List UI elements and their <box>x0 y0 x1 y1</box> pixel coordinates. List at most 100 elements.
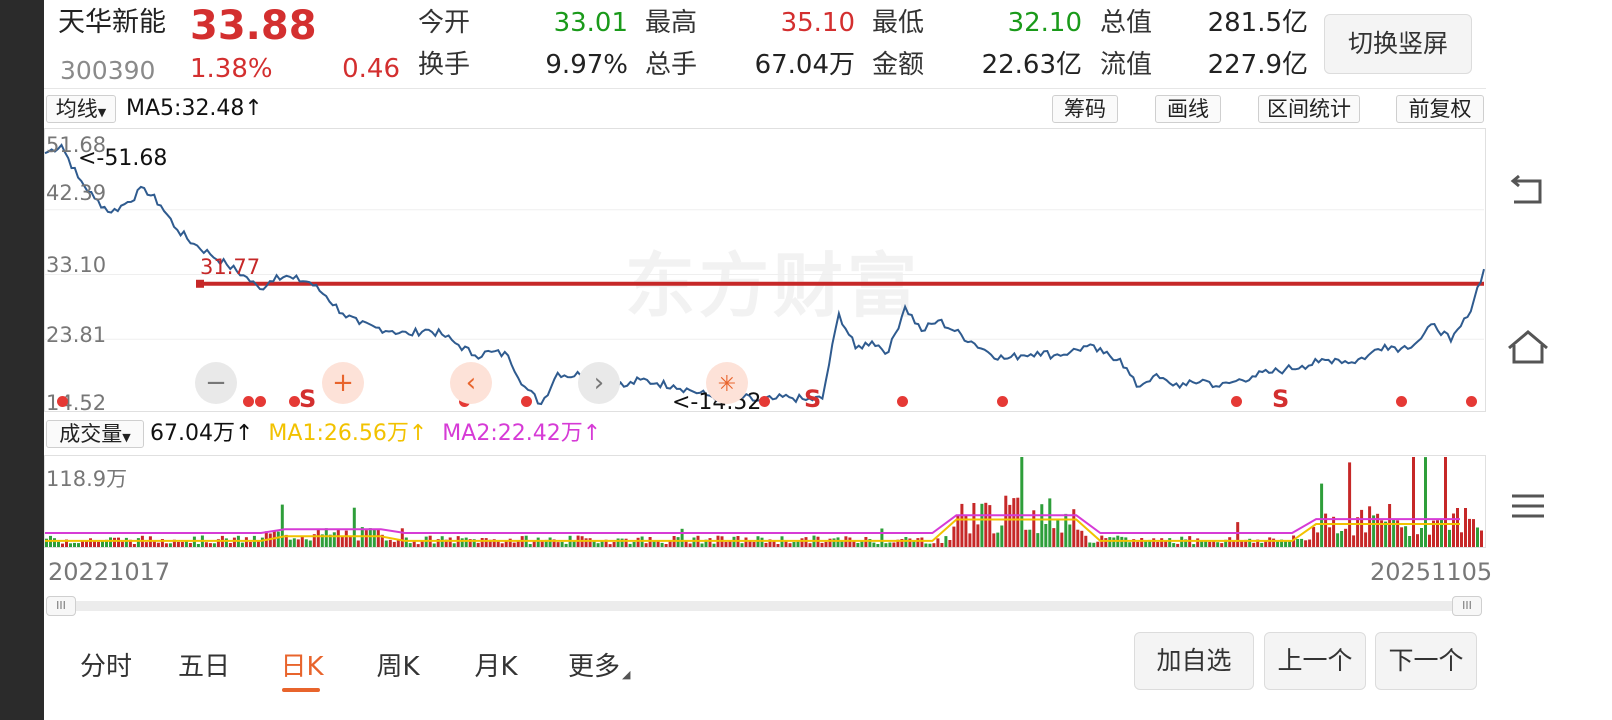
volume-bar <box>940 543 944 547</box>
max-price-label: <-51.68 <box>78 146 168 171</box>
volume-bar <box>600 541 604 547</box>
volume-bar <box>476 542 480 547</box>
volume-bar <box>1472 519 1475 547</box>
volume-bar <box>304 539 308 547</box>
volume-bar <box>268 533 272 547</box>
y-tick-23: 23.81 <box>46 323 107 347</box>
volume-max-tick: 118.9万 <box>46 467 128 491</box>
back-icon <box>1510 174 1542 204</box>
back-nav-button[interactable] <box>1500 166 1556 222</box>
tab-daily-k[interactable]: 日K <box>280 652 324 682</box>
volume-bar <box>1284 540 1288 547</box>
volume-bar <box>1212 540 1216 547</box>
volume-bar <box>916 538 920 547</box>
price-chart-frame[interactable] <box>44 128 1486 412</box>
volume-chart-frame[interactable] <box>44 455 1486 548</box>
signal-dot <box>289 396 300 407</box>
forward-adjust-button[interactable]: 前复权 <box>1396 95 1484 123</box>
volume-bar <box>1184 539 1188 547</box>
sell-signal: S <box>299 385 317 413</box>
volume-bar <box>1392 518 1396 547</box>
volume-bar <box>144 542 148 547</box>
range-end-handle[interactable]: III <box>1452 596 1482 616</box>
signal-dot <box>1231 396 1242 407</box>
quote-value: 22.63亿 <box>981 50 1082 80</box>
volume-bar <box>188 543 192 547</box>
chips-button[interactable]: 筹码 <box>1052 95 1118 123</box>
support-line-handle[interactable] <box>196 279 204 288</box>
volume-bar <box>1196 538 1200 547</box>
draw-line-button[interactable]: 画线 <box>1155 95 1221 123</box>
range-stats-button[interactable]: 区间统计 <box>1258 95 1360 123</box>
volume-bar <box>101 540 104 547</box>
volume-bar <box>256 541 260 547</box>
pan-right-button[interactable]: › <box>578 362 620 404</box>
add-watchlist-button[interactable]: 加自选 <box>1134 632 1254 690</box>
volume-bar <box>592 541 596 547</box>
crosshair-button[interactable]: ✳ <box>706 362 748 404</box>
previous-button[interactable]: 上一个 <box>1264 632 1366 690</box>
switch-portrait-button[interactable]: 切换竖屏 <box>1324 14 1472 74</box>
volume-bar <box>248 542 252 547</box>
volume-bar <box>1228 537 1232 547</box>
volume-bar <box>1448 529 1451 547</box>
zoom-in-button[interactable]: + <box>322 362 364 404</box>
volume-bar <box>1376 513 1380 547</box>
volume-bar <box>1436 520 1439 547</box>
quote-label: 换手 <box>418 50 471 80</box>
volume-bar <box>900 539 904 547</box>
volume-bar <box>832 538 836 547</box>
tab-monthly-k[interactable]: 月K <box>474 652 518 682</box>
volume-bar <box>628 543 632 547</box>
volume-bar <box>996 532 1000 547</box>
volume-bar <box>204 542 208 547</box>
tab-more[interactable]: 更多 <box>567 652 620 682</box>
next-button[interactable]: 下一个 <box>1375 632 1477 690</box>
stock-code: 300390 <box>60 56 156 85</box>
tab-intraday[interactable]: 分时 <box>79 652 132 682</box>
range-start-handle[interactable]: III <box>46 596 76 616</box>
start-date: 20221017 <box>48 558 171 586</box>
indicator-select[interactable]: 均线▼ <box>46 95 116 123</box>
home-nav-button[interactable] <box>1500 320 1556 376</box>
volume-bar <box>308 540 312 547</box>
zoom-out-button[interactable]: − <box>195 362 237 404</box>
tab-weekly-k[interactable]: 周K <box>376 652 420 682</box>
minus-icon: − <box>205 368 227 398</box>
volume-indicator-select[interactable]: 成交量▼ <box>46 420 144 448</box>
volume-bar <box>392 541 396 547</box>
volume-bar <box>1332 516 1336 547</box>
menu-nav-button[interactable] <box>1500 478 1556 534</box>
volume-bar <box>1088 542 1092 547</box>
volume-bar <box>65 539 68 547</box>
y-tick-51: 51.68 <box>46 133 107 157</box>
volume-bar <box>124 537 128 547</box>
volume-bar <box>136 538 140 547</box>
volume-bar <box>400 528 404 547</box>
volume-bar <box>1388 504 1392 547</box>
quote-value: 67.04万 <box>754 50 855 80</box>
volume-bar <box>540 541 544 547</box>
volume-bar <box>1036 533 1040 547</box>
volume-bar <box>776 544 780 547</box>
tab-five-day[interactable]: 五日 <box>177 652 230 682</box>
volume-bar <box>1224 539 1228 547</box>
volume-bar <box>588 538 592 547</box>
volume-bar <box>856 543 860 547</box>
volume-bar <box>1304 540 1308 547</box>
volume-bar <box>132 544 136 547</box>
volume-bar <box>872 542 876 547</box>
volume-bar <box>1040 504 1044 547</box>
volume-bar <box>564 543 568 547</box>
volume-bar <box>1032 510 1036 547</box>
volume-bar <box>160 539 164 547</box>
volume-bar <box>620 538 624 547</box>
range-scroller-track[interactable] <box>46 601 1482 611</box>
pan-left-button[interactable]: ‹ <box>450 362 492 404</box>
volume-bar <box>1132 539 1136 547</box>
volume-bar <box>840 540 844 547</box>
volume-bar <box>704 539 708 547</box>
signal-dot <box>997 396 1008 407</box>
volume-bar <box>1016 497 1020 547</box>
volume-bar <box>1296 539 1300 547</box>
